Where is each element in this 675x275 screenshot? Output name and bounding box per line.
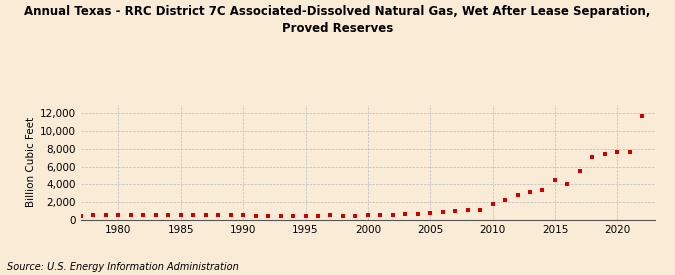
- Point: [362, 213, 373, 218]
- Point: [300, 214, 311, 218]
- Point: [612, 149, 623, 154]
- Point: [288, 214, 298, 218]
- Point: [200, 213, 211, 217]
- Point: [412, 211, 423, 216]
- Point: [500, 198, 510, 203]
- Point: [151, 213, 161, 217]
- Point: [425, 211, 435, 215]
- Point: [537, 188, 548, 192]
- Point: [225, 213, 236, 217]
- Text: Annual Texas - RRC District 7C Associated-Dissolved Natural Gas, Wet After Lease: Annual Texas - RRC District 7C Associate…: [24, 6, 651, 35]
- Point: [624, 150, 635, 155]
- Point: [188, 213, 198, 217]
- Point: [176, 213, 186, 217]
- Point: [487, 202, 498, 206]
- Point: [263, 213, 273, 218]
- Point: [637, 114, 648, 118]
- Point: [387, 213, 398, 217]
- Point: [512, 193, 523, 197]
- Point: [250, 213, 261, 218]
- Point: [88, 213, 99, 217]
- Text: Source: U.S. Energy Information Administration: Source: U.S. Energy Information Administ…: [7, 262, 238, 272]
- Point: [163, 213, 173, 217]
- Point: [238, 213, 248, 218]
- Point: [138, 213, 148, 217]
- Point: [325, 213, 336, 218]
- Point: [562, 182, 573, 186]
- Point: [126, 213, 136, 217]
- Y-axis label: Billion Cubic Feet: Billion Cubic Feet: [26, 117, 36, 207]
- Point: [450, 209, 460, 213]
- Point: [350, 213, 361, 218]
- Point: [574, 169, 585, 173]
- Point: [524, 190, 535, 195]
- Point: [313, 213, 323, 218]
- Point: [437, 210, 448, 214]
- Point: [475, 208, 485, 212]
- Point: [76, 213, 86, 218]
- Point: [213, 213, 223, 217]
- Point: [462, 208, 473, 212]
- Point: [400, 212, 410, 217]
- Point: [113, 213, 124, 217]
- Point: [338, 213, 348, 218]
- Point: [101, 213, 111, 217]
- Point: [549, 178, 560, 182]
- Point: [587, 155, 598, 159]
- Point: [375, 213, 385, 217]
- Point: [275, 214, 286, 218]
- Point: [599, 152, 610, 156]
